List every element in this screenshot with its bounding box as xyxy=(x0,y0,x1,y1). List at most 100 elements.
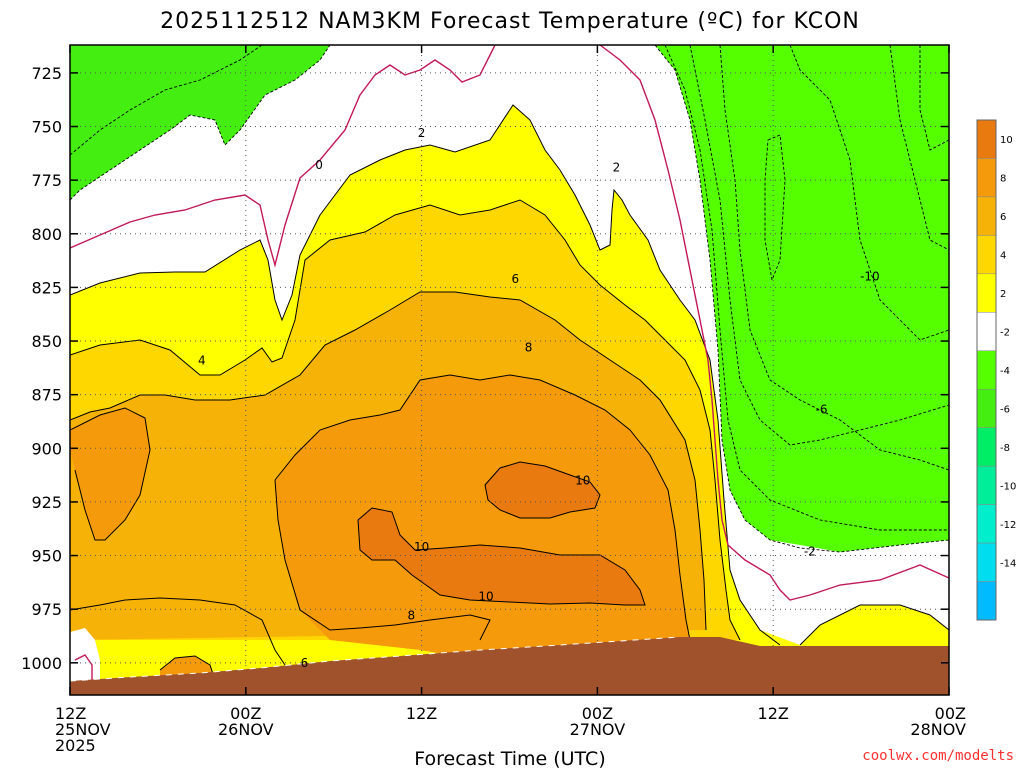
y-tick-label-725: 725 xyxy=(31,64,62,83)
colorbar-label-3: 4 xyxy=(1000,251,1006,262)
colorbar-label-4: 2 xyxy=(1000,289,1006,300)
x-tick-label-0-1: 25NOV xyxy=(55,720,111,739)
y-tick-label-875: 875 xyxy=(31,386,62,405)
contour-label-5: 8 xyxy=(525,340,533,354)
colorbar: 10 8 6 4 2 -2 -4 -6 -8 -10 -12 -14 xyxy=(976,119,1016,621)
band-warm-10-upper xyxy=(485,462,600,518)
colorbar-swatch-2 xyxy=(976,196,997,236)
y-tick-label-800: 800 xyxy=(31,225,62,244)
contour-label-8: 10 xyxy=(478,589,493,603)
contour-neg8 xyxy=(719,45,949,471)
colorbar-frame xyxy=(976,119,997,621)
contour-lines xyxy=(70,104,949,681)
contour-0-upper xyxy=(70,45,496,268)
y-tick-label-1000: 1000 xyxy=(21,654,62,673)
plot-frame xyxy=(69,44,950,696)
x-tick-label-0-2: 2025 xyxy=(55,736,96,755)
chart-title: 2025112512 NAM3KM Forecast Temperature (… xyxy=(160,9,860,34)
contour-label-1: 2 xyxy=(418,126,426,140)
y-tick-label-900: 900 xyxy=(31,439,62,458)
x-tick-label-1-0: 00Z xyxy=(230,704,261,723)
plot-area xyxy=(70,45,949,695)
colorbar-label-11: -14 xyxy=(1000,558,1016,569)
y-tick-label-950: 950 xyxy=(31,547,62,566)
colorbar-label-5: -2 xyxy=(1000,328,1010,339)
contour-label-0: 0 xyxy=(315,158,323,172)
y-tick-label-775: 775 xyxy=(31,171,62,190)
contour-neg4 xyxy=(664,45,949,531)
y-tick-label-975: 975 xyxy=(31,600,62,619)
contour-labels: 0 2 2 4 6 8 10 10 10 8 6 -10 -6 -2 xyxy=(198,126,880,670)
negative-contours xyxy=(70,45,949,553)
contour-6-bottom xyxy=(70,597,286,666)
band-warm-8-left-pocket xyxy=(70,408,150,540)
freezing-line xyxy=(70,45,949,685)
contour-label-3: 4 xyxy=(198,353,206,367)
x-tick-label-0-0: 12Z xyxy=(55,704,86,723)
band-cold-4 xyxy=(655,45,949,552)
contour-label-10: 6 xyxy=(301,656,309,670)
contour-8 xyxy=(274,374,691,641)
contour-0-right xyxy=(599,45,949,601)
contour-neg6 xyxy=(689,45,949,446)
contour-neg2-upper-left xyxy=(70,45,331,201)
y-axis: 725 750 775 800 825 850 875 900 925 950 975 1000 xyxy=(21,64,949,673)
colorbar-label-2: 6 xyxy=(1000,212,1006,223)
colorbar-swatch-1 xyxy=(976,158,997,198)
terrain-top-edge xyxy=(70,636,681,682)
contour-neg2 xyxy=(654,45,949,553)
contour-label-6: 10 xyxy=(575,473,590,487)
x-tick-label-3-1: 27NOV xyxy=(570,720,626,739)
colorbar-swatch-8 xyxy=(976,427,997,467)
gridlines xyxy=(70,45,949,695)
colorbar-swatch-10 xyxy=(976,504,997,544)
contour-0-bottom-left xyxy=(74,654,93,685)
x-tick-label-5-0: 00Z xyxy=(935,704,966,723)
x-tick-label-3-0: 00Z xyxy=(582,704,613,723)
colorbar-swatch-7 xyxy=(976,388,997,428)
contour-label-11: -10 xyxy=(860,270,880,284)
contour-label-7: 10 xyxy=(414,540,429,554)
contour-10-lower xyxy=(357,507,646,606)
contour-8-bottom-left xyxy=(159,655,216,681)
contour-neg4-upper-left xyxy=(70,45,263,156)
contour-neg8-loop xyxy=(764,134,786,282)
colorbar-label-8: -8 xyxy=(1000,443,1010,454)
band-upper-left-green xyxy=(70,45,330,200)
contour-2-right xyxy=(799,604,949,646)
contour-label-9: 8 xyxy=(408,609,416,623)
contour-10-upper xyxy=(484,461,601,519)
band-warm-10 xyxy=(358,508,645,605)
y-tick-label-750: 750 xyxy=(31,118,62,137)
credit-text: coolwx.com/modelts xyxy=(862,748,1014,764)
y-tick-label-825: 825 xyxy=(31,278,62,297)
y-tick-label-850: 850 xyxy=(31,332,62,351)
x-tick-label-5-1: 28NOV xyxy=(910,720,966,739)
colorbar-swatch-9 xyxy=(976,465,997,505)
colorbar-label-10: -12 xyxy=(1000,520,1016,531)
y-tick-label-925: 925 xyxy=(31,493,62,512)
x-tick-label-2-0: 12Z xyxy=(406,704,437,723)
colorbar-label-7: -6 xyxy=(1000,404,1010,415)
contour-8-left-pocket xyxy=(70,407,151,541)
contour-label-2: 2 xyxy=(613,160,621,174)
colorbar-label-1: 8 xyxy=(1000,174,1006,185)
contour-4 xyxy=(70,199,741,641)
colorbar-swatch-11 xyxy=(976,542,997,582)
colorbar-label-0: 10 xyxy=(1000,135,1013,146)
contour-label-12: -6 xyxy=(816,403,828,417)
contour-label-13: -2 xyxy=(804,544,816,558)
terrain xyxy=(70,637,949,695)
colorbar-swatch-4 xyxy=(976,273,997,313)
contour-neg14 xyxy=(919,45,949,151)
x-tick-label-1-1: 26NOV xyxy=(218,720,274,739)
x-tick-label-4-0: 12Z xyxy=(758,704,789,723)
colorbar-swatch-0 xyxy=(976,119,997,159)
band-warm-2-right xyxy=(800,605,949,648)
x-axis-title: Forecast Time (UTC) xyxy=(414,748,605,768)
colorbar-label-6: -4 xyxy=(1000,366,1010,377)
colorbar-swatch-3 xyxy=(976,235,997,275)
contour-neg10 xyxy=(789,45,949,341)
contour-6 xyxy=(70,291,707,631)
